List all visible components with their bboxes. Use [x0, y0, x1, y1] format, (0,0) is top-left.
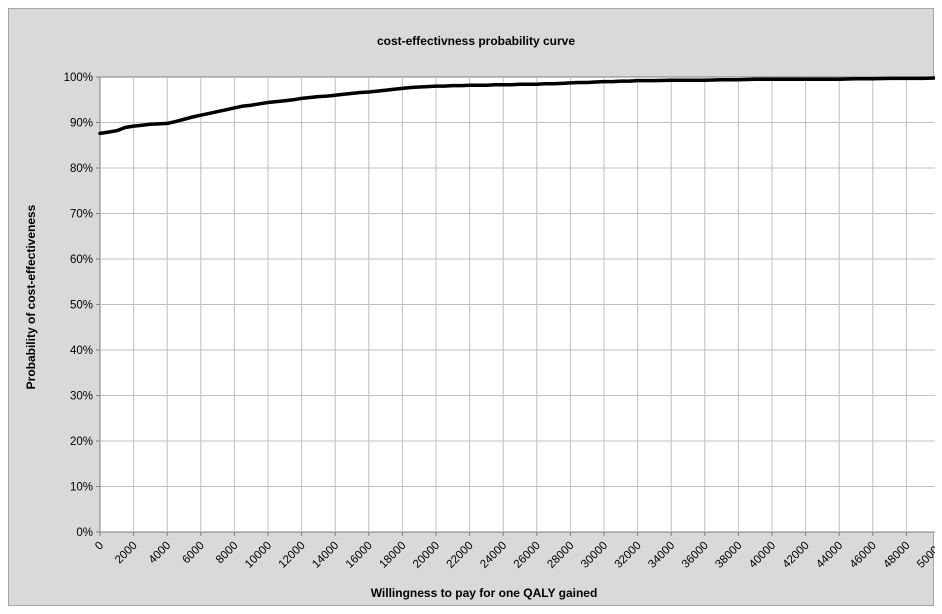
x-tick-label: 16000 — [344, 540, 375, 571]
x-tick-labels: 0 2000 4000 6000 8000 10000 12000 14000 16000 180… — [93, 532, 935, 571]
y-tick-label: 90% — [70, 118, 93, 130]
y-tick-label: 60% — [70, 254, 93, 266]
y-tick-label: 10% — [70, 482, 93, 494]
y-axis-label: Probability of cost-effectiveness — [24, 204, 38, 389]
x-tick-label: 28000 — [545, 540, 576, 571]
x-tick-label: 8000 — [214, 540, 241, 567]
x-tick-label: 10000 — [243, 540, 274, 571]
series-line — [98, 76, 935, 136]
x-tick-label: 42000 — [781, 540, 812, 571]
x-tick-label: 40000 — [747, 540, 778, 571]
x-tick-label: 22000 — [445, 540, 476, 571]
x-tick-label: 6000 — [180, 540, 207, 567]
x-tick-label: 36000 — [680, 540, 711, 571]
y-tick-labels: 0% 10% 20% 30% 40% 50% 60% 70% 80% 90% 100% — [64, 72, 100, 539]
y-tick-label: 40% — [70, 345, 93, 357]
y-tick-label: 80% — [70, 163, 93, 175]
x-tick-label: 50000 — [915, 540, 935, 571]
x-tick-label: 12000 — [277, 540, 308, 571]
x-tick-label: 0 — [93, 540, 106, 553]
x-tick-label: 34000 — [646, 540, 677, 571]
x-tick-label: 20000 — [411, 540, 442, 571]
x-tick-label: 48000 — [881, 540, 912, 571]
y-tick-label: 30% — [70, 391, 93, 403]
x-tick-label: 18000 — [377, 540, 408, 571]
x-tick-label: 32000 — [613, 540, 644, 571]
x-tick-label: 14000 — [310, 540, 341, 571]
x-tick-label: 46000 — [848, 540, 879, 571]
x-tick-label: 38000 — [713, 540, 744, 571]
x-axis-label: Willingness to pay for one QALY gained — [371, 586, 598, 600]
y-tick-label: 20% — [70, 436, 93, 448]
x-tick-label: 4000 — [147, 540, 174, 567]
chart-svg: cost-effectivness probability curve 0% 10… — [24, 34, 935, 600]
x-tick-label: 2000 — [113, 540, 140, 567]
y-tick-label: 100% — [64, 72, 93, 84]
x-tick-label: 30000 — [579, 540, 610, 571]
y-tick-label: 70% — [70, 209, 93, 221]
x-tick-label: 26000 — [512, 540, 543, 571]
chart-area: cost-effectivness probability curve 0% 10… — [8, 8, 935, 606]
y-tick-label: 50% — [70, 300, 93, 312]
horizontal-gridlines — [100, 122, 935, 487]
x-tick-label: 44000 — [814, 540, 845, 571]
x-tick-label: 24000 — [478, 540, 509, 571]
chart-title: cost-effectivness probability curve — [377, 34, 575, 48]
y-tick-label: 0% — [76, 527, 93, 539]
